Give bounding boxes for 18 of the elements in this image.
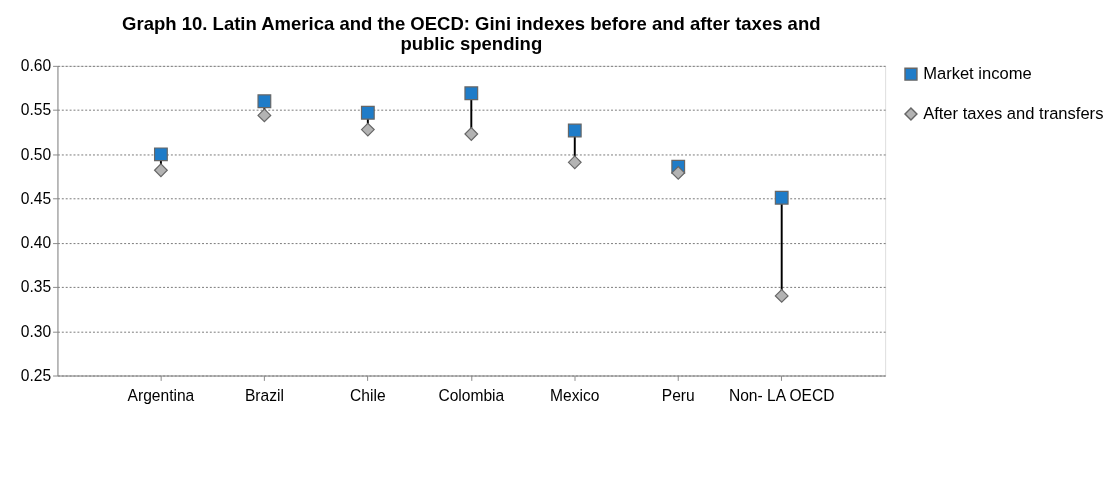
y-tick-label: 0.35 (20, 278, 52, 296)
y-tick-label: 0.60 (20, 57, 52, 75)
legend-label: After taxes and transfers (923, 103, 1104, 123)
y-tick-label: 0.30 (20, 322, 52, 340)
x-tick-label: Colombia (438, 387, 505, 405)
x-tick-label: Argentina (127, 387, 195, 405)
x-tick-label: Mexico (550, 387, 600, 405)
y-tick-label: 0.25 (20, 366, 52, 384)
y-tick-label: 0.50 (20, 145, 52, 163)
y-tick-label: 0.55 (20, 101, 52, 119)
x-tick-label: Peru (661, 387, 695, 405)
y-tick-label: 0.45 (20, 189, 52, 207)
x-tick-label: Brazil (244, 387, 284, 405)
x-tick-label: Chile (350, 387, 386, 405)
x-tick-label: Non- LA OECD (728, 387, 835, 405)
chart-title: Graph 10. Latin America and the OECD: Gini indexes before and after taxes and public spending (122, 12, 821, 55)
y-tick-label: 0.40 (20, 234, 52, 252)
legend-label: Market income (923, 64, 1032, 84)
